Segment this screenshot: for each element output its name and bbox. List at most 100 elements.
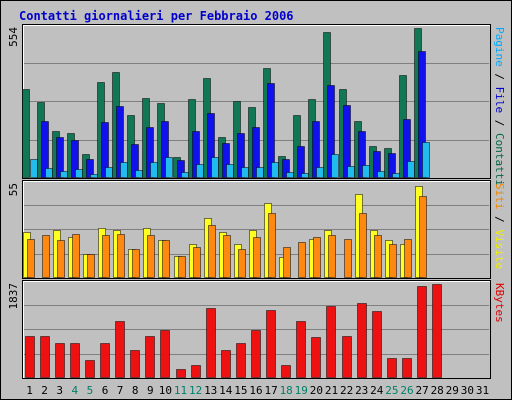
x-tick-label-10: 10 (159, 384, 172, 397)
x-tick-label-8: 8 (132, 384, 139, 397)
bar-pagine-day-14 (226, 164, 234, 178)
bar-siti-day-12 (193, 247, 201, 278)
bar-siti-day-2 (42, 235, 50, 278)
bar-kbytes-day-18 (281, 365, 291, 378)
bar-file-day-6 (101, 122, 109, 178)
bar-file-day-2 (41, 121, 49, 178)
bar-file-day-16 (252, 127, 260, 178)
bar-siti-day-13 (208, 225, 216, 278)
legend-entry: / (493, 67, 506, 87)
bar-file-day-26 (403, 119, 411, 178)
bar-siti-day-3 (57, 240, 65, 278)
x-tick-label-18: 18 (280, 384, 293, 397)
bar-siti-day-11 (178, 256, 186, 278)
bar-siti-day-6 (102, 235, 110, 278)
bar-kbytes-day-14 (221, 350, 231, 378)
panel-kbytes: 1837 KBytes (7, 280, 506, 379)
bar-siti-day-25 (389, 244, 397, 278)
bar-siti-day-9 (147, 235, 155, 278)
x-tick-label-9: 9 (147, 384, 154, 397)
panel-hits: 554 Pagine / File / Contatti (7, 24, 506, 186)
bar-kbytes-day-22 (342, 336, 352, 378)
bar-file-day-12 (192, 131, 200, 178)
x-tick-label-7: 7 (117, 384, 124, 397)
legend-entry: / (493, 210, 506, 230)
bar-file-day-14 (222, 143, 230, 178)
panel-legend: Siti / Visite (493, 183, 506, 269)
bar-kbytes-day-19 (296, 321, 306, 378)
panel-legend: Pagine / File / Contatti (493, 27, 506, 186)
bar-pagine-day-2 (45, 168, 53, 178)
legend-entry: Contatti (493, 133, 506, 186)
x-tick-label-6: 6 (102, 384, 109, 397)
y-axis-max-label: 554 (7, 27, 20, 47)
bar-siti-day-26 (404, 239, 412, 278)
bar-pagine-day-16 (256, 167, 264, 178)
bar-pagine-day-13 (211, 157, 219, 178)
bar-kbytes-day-21 (326, 306, 336, 378)
bar-siti-day-16 (253, 237, 261, 278)
panel-visits: 55 Siti / Visite (7, 180, 506, 279)
bar-siti-day-24 (374, 235, 382, 278)
bar-file-day-5 (86, 159, 94, 178)
x-tick-label-17: 17 (264, 384, 277, 397)
bar-kbytes-day-1 (25, 336, 35, 378)
bar-file-day-7 (116, 106, 124, 178)
bar-kbytes-day-17 (266, 310, 276, 378)
bar-pagine-day-1 (30, 159, 38, 178)
x-tick-label-29: 29 (446, 384, 459, 397)
bar-pagine-day-17 (271, 162, 279, 178)
bar-file-day-13 (207, 113, 215, 178)
bar-siti-day-17 (268, 213, 276, 278)
bar-siti-day-20 (313, 237, 321, 278)
chart-panels: 554 Pagine / File / Contatti 55 Siti / Visi… (7, 24, 506, 379)
bar-kbytes-day-3 (55, 343, 65, 378)
bar-pagine-day-4 (75, 169, 83, 178)
bar-file-day-20 (312, 121, 320, 178)
x-tick-label-30: 30 (461, 384, 474, 397)
x-tick-label-28: 28 (431, 384, 444, 397)
bar-file-day-25 (388, 153, 396, 178)
bar-pagine-day-15 (241, 167, 249, 178)
bar-pagine-day-10 (165, 157, 173, 178)
x-tick-label-15: 15 (234, 384, 247, 397)
x-tick-label-13: 13 (204, 384, 217, 397)
x-tick-label-1: 1 (26, 384, 33, 397)
bar-file-day-24 (373, 151, 381, 178)
bar-pagine-day-21 (331, 154, 339, 178)
x-tick-label-11: 11 (174, 384, 187, 397)
bar-pagine-day-23 (362, 165, 370, 178)
bar-file-day-15 (237, 133, 245, 178)
bar-file-day-17 (267, 83, 275, 178)
x-tick-label-22: 22 (340, 384, 353, 397)
bar-pagine-day-24 (377, 171, 385, 178)
bar-contatti-day-1 (22, 89, 30, 178)
bar-file-day-27 (418, 51, 426, 178)
bar-kbytes-day-25 (387, 358, 397, 378)
bar-siti-day-14 (223, 235, 231, 278)
legend-entry: Siti (493, 183, 506, 210)
bar-kbytes-day-27 (417, 286, 427, 378)
bar-siti-day-4 (72, 234, 80, 278)
bar-kbytes-day-7 (115, 321, 125, 378)
bar-siti-day-23 (359, 213, 367, 278)
bar-kbytes-day-11 (176, 369, 186, 378)
bar-siti-day-7 (117, 234, 125, 278)
bar-pagine-day-8 (135, 170, 143, 178)
legend-entry: KBytes (493, 283, 506, 323)
bar-kbytes-day-8 (130, 350, 140, 378)
bar-kbytes-day-13 (206, 308, 216, 378)
bar-pagine-day-3 (60, 171, 68, 178)
x-tick-label-14: 14 (219, 384, 233, 397)
bar-pagine-day-7 (120, 162, 128, 178)
bar-kbytes-day-2 (40, 336, 50, 378)
bar-kbytes-day-12 (191, 365, 201, 378)
bar-kbytes-day-15 (236, 343, 246, 378)
bar-pagine-day-27 (422, 142, 430, 178)
bar-kbytes-day-5 (85, 360, 95, 378)
bar-pagine-day-5 (90, 174, 98, 178)
y-axis-max-label: 55 (7, 183, 20, 196)
bar-pagine-day-22 (347, 166, 355, 178)
bar-pagine-day-19 (301, 173, 309, 178)
